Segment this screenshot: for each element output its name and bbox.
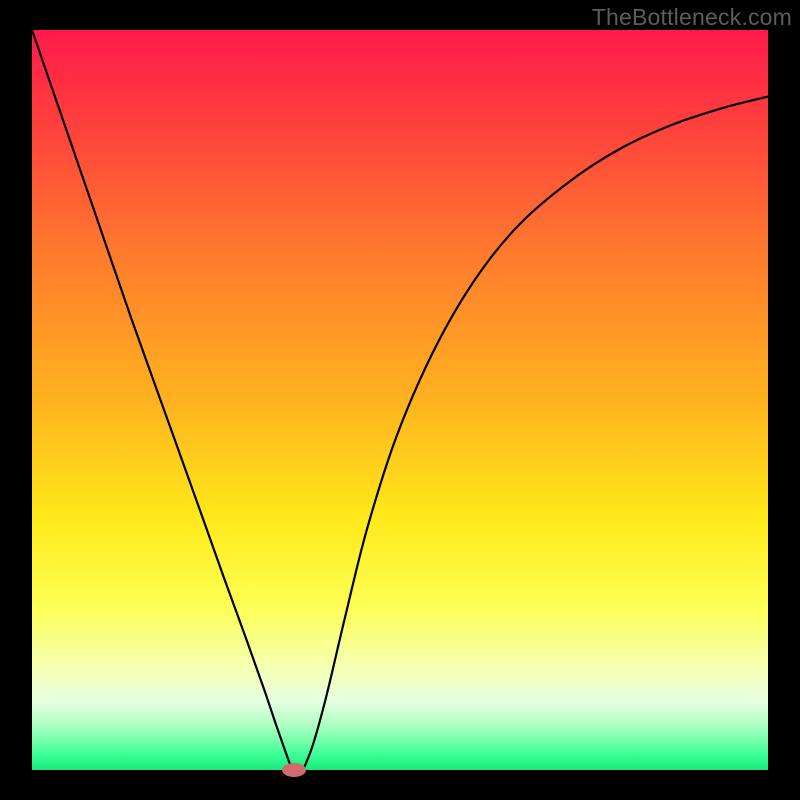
bottleneck-chart xyxy=(0,0,800,800)
chart-container: { "watermark": { "text": "TheBottleneck.… xyxy=(0,0,800,800)
optimal-point-marker xyxy=(282,763,306,777)
plot-background xyxy=(32,30,768,770)
watermark-text: TheBottleneck.com xyxy=(592,4,792,31)
